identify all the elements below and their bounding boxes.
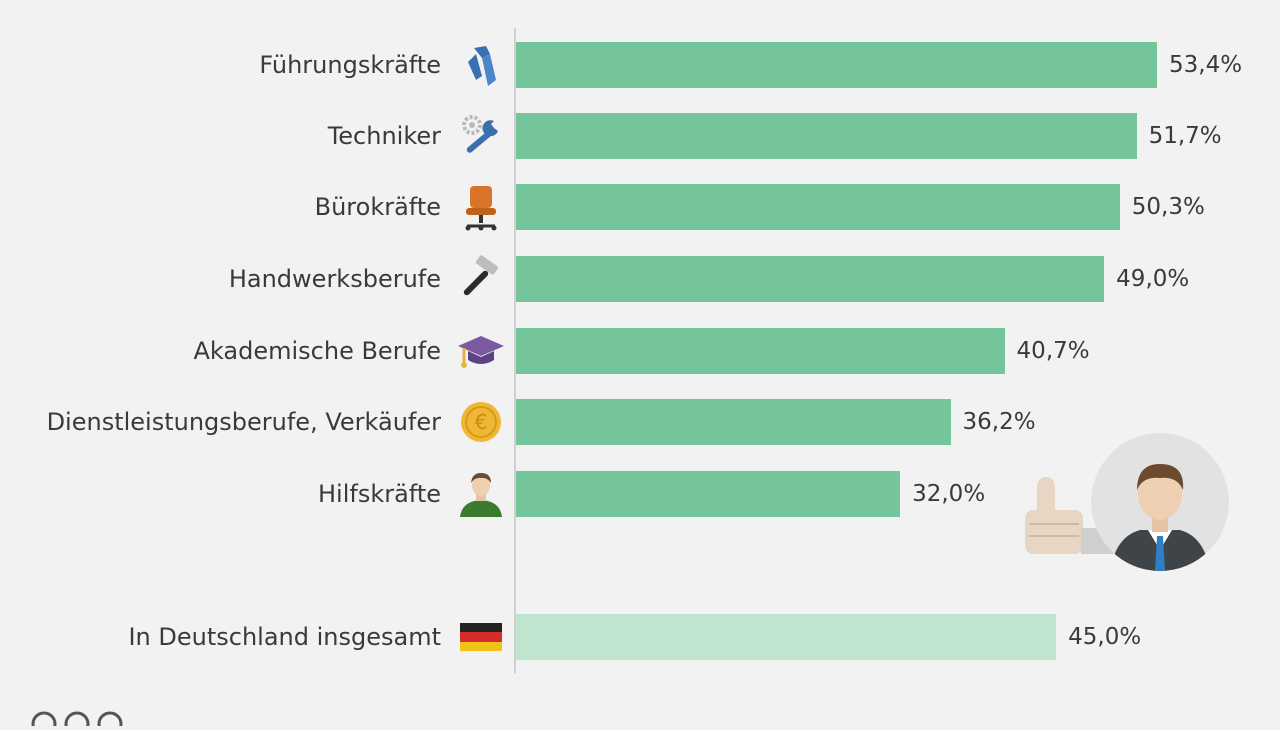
- businessman-avatar-icon: [1091, 433, 1229, 571]
- bar: [516, 399, 951, 445]
- bar: [516, 184, 1120, 230]
- bar: [516, 328, 1005, 374]
- value-label: 36,2%: [962, 409, 1036, 435]
- total-bar: [516, 614, 1057, 660]
- category-label: Akademische Berufe: [193, 337, 441, 365]
- category-label: Bürokräfte: [314, 193, 441, 221]
- category-label: Dienstleistungsberufe, Verkäufer: [46, 408, 441, 436]
- bar: [516, 113, 1137, 159]
- category-label: Hilfskräfte: [317, 480, 441, 508]
- germany-flag-icon: [456, 612, 506, 662]
- y-axis-line: [514, 28, 516, 673]
- category-label: Handwerksberufe: [228, 265, 441, 293]
- gear-wrench-icon: [456, 111, 506, 161]
- office-chair-icon: [456, 182, 506, 232]
- bar: [516, 256, 1105, 302]
- value-label: 49,0%: [1116, 266, 1190, 292]
- hammer-icon: [456, 254, 506, 304]
- value-label: 45,0%: [1068, 624, 1142, 650]
- value-label: 50,3%: [1131, 194, 1205, 220]
- category-label: Führungskräfte: [259, 51, 441, 79]
- value-label: 51,7%: [1148, 123, 1222, 149]
- svg-text:€: €: [475, 410, 488, 434]
- value-label: 32,0%: [912, 481, 986, 507]
- bar: [516, 42, 1157, 88]
- tie-icon: [456, 40, 506, 90]
- value-label: 40,7%: [1016, 338, 1090, 364]
- bar: [516, 471, 901, 517]
- euro-coin-icon: €: [456, 397, 506, 447]
- worker-icon: [456, 469, 506, 519]
- category-label: In Deutschland insgesamt: [128, 623, 441, 651]
- value-label: 53,4%: [1169, 52, 1243, 78]
- license-icons: [30, 706, 170, 730]
- category-label: Techniker: [327, 122, 441, 150]
- graduation-cap-icon: [456, 326, 506, 376]
- thumbs-up-illustration: [1015, 432, 1235, 577]
